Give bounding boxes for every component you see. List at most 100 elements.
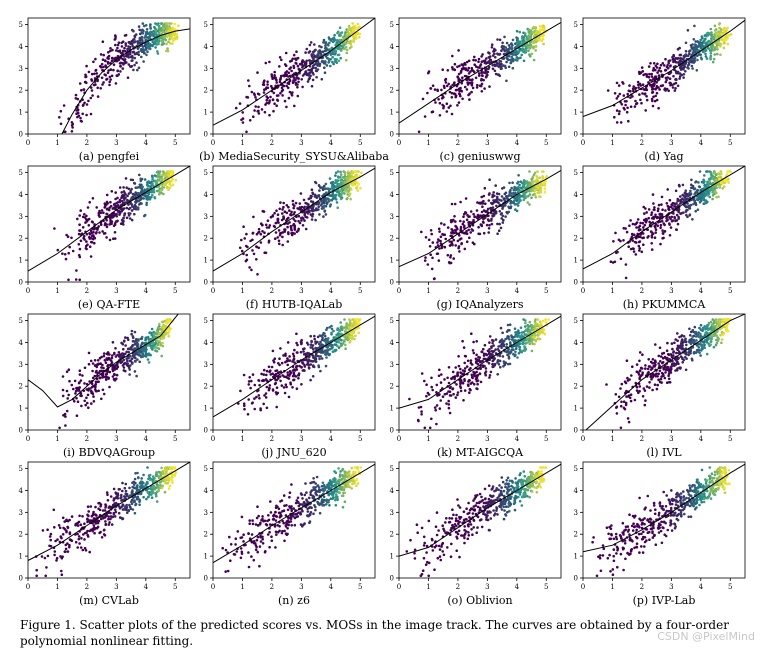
scatter-point bbox=[273, 102, 276, 105]
scatter-point bbox=[468, 236, 471, 240]
scatter-point bbox=[124, 344, 127, 347]
scatter-point bbox=[622, 239, 625, 242]
scatter-point bbox=[122, 366, 126, 369]
scatter-point bbox=[519, 195, 522, 198]
scatter-point bbox=[155, 189, 159, 193]
scatter-point bbox=[59, 109, 63, 113]
scatter-point bbox=[156, 40, 160, 44]
scatter-point bbox=[689, 192, 693, 195]
scatter-point bbox=[85, 113, 88, 117]
scatter-point bbox=[89, 359, 93, 363]
scatter-point bbox=[78, 381, 81, 384]
scatter-point bbox=[61, 394, 65, 398]
scatter-point bbox=[358, 25, 361, 29]
scatter-point bbox=[298, 202, 302, 205]
scatter-point bbox=[102, 81, 105, 84]
scatter-point bbox=[652, 82, 655, 85]
scatter-point bbox=[304, 227, 308, 231]
scatter-point bbox=[142, 60, 145, 63]
scatter-point bbox=[59, 122, 63, 126]
scatter-point bbox=[473, 55, 476, 59]
scatter-point bbox=[314, 66, 318, 70]
scatter-point bbox=[265, 95, 269, 98]
scatter-point bbox=[138, 39, 142, 42]
scatter-point bbox=[620, 103, 624, 106]
scatter-point bbox=[698, 44, 701, 47]
scatter-point bbox=[444, 77, 448, 81]
scatter-point bbox=[615, 121, 619, 124]
scatter-point bbox=[634, 241, 638, 244]
scatter-point bbox=[631, 247, 635, 250]
scatter-point bbox=[269, 95, 272, 99]
scatter-point bbox=[120, 41, 123, 45]
scatter-point bbox=[519, 199, 522, 202]
scatter-point bbox=[683, 204, 687, 208]
x-tick-label: 3 bbox=[299, 139, 303, 147]
scatter-point bbox=[164, 174, 167, 177]
scatter-point bbox=[104, 378, 108, 381]
scatter-point bbox=[333, 33, 336, 37]
scatter-point bbox=[447, 82, 451, 86]
scatter-point bbox=[341, 188, 345, 191]
scatter-point bbox=[496, 232, 499, 235]
scatter-point bbox=[334, 171, 338, 175]
scatter-point bbox=[718, 26, 721, 30]
scatter-point bbox=[696, 54, 699, 57]
scatter-point bbox=[453, 202, 457, 206]
scatter-point bbox=[134, 200, 138, 204]
scatter-point bbox=[700, 45, 704, 48]
scatter-point bbox=[307, 209, 311, 213]
scatter-point bbox=[151, 40, 155, 44]
scatter-point bbox=[347, 185, 350, 188]
scatter-point bbox=[677, 183, 681, 187]
scatter-point bbox=[133, 370, 137, 373]
scatter-point bbox=[86, 206, 90, 209]
scatter-point bbox=[324, 41, 328, 45]
scatter-point bbox=[305, 59, 309, 63]
scatter-point bbox=[99, 53, 103, 56]
scatter-point bbox=[458, 250, 461, 253]
scatter-point bbox=[131, 362, 134, 365]
scatter-point bbox=[494, 48, 497, 52]
scatter-point bbox=[83, 101, 86, 105]
scatter-point bbox=[285, 204, 289, 207]
scatter-point bbox=[85, 214, 88, 218]
scatter-point bbox=[250, 90, 254, 94]
scatter-point bbox=[93, 359, 97, 362]
scatter-point bbox=[58, 116, 61, 119]
scatter-point bbox=[534, 26, 538, 29]
scatter-point bbox=[64, 415, 67, 418]
scatter-point bbox=[177, 24, 180, 28]
scatter-point bbox=[440, 246, 444, 250]
y-tick-label: 0 bbox=[390, 131, 394, 139]
scatter-point bbox=[632, 89, 635, 93]
scatter-point bbox=[129, 65, 133, 69]
scatter-point bbox=[359, 186, 362, 190]
scatter-point bbox=[626, 92, 629, 96]
scatter-point bbox=[87, 99, 90, 103]
scatter-point bbox=[293, 76, 296, 80]
y-tick-label: 4 bbox=[204, 43, 209, 51]
scatter-point bbox=[500, 195, 504, 198]
scatter-point bbox=[509, 193, 512, 196]
scatter-point bbox=[676, 48, 680, 51]
scatter-point bbox=[708, 195, 712, 199]
scatter-point bbox=[307, 72, 311, 75]
scatter-point bbox=[711, 191, 714, 194]
scatter-point bbox=[114, 197, 117, 201]
scatter-point bbox=[262, 210, 266, 213]
scatter-point bbox=[144, 345, 147, 349]
scatter-point bbox=[622, 82, 625, 85]
scatter-point bbox=[130, 187, 133, 191]
scatter-point bbox=[641, 221, 645, 225]
scatter-point bbox=[296, 83, 299, 86]
scatter-point bbox=[253, 407, 256, 411]
scatter-point bbox=[159, 189, 163, 192]
scatter-point bbox=[446, 226, 450, 229]
scatter-point bbox=[487, 199, 491, 202]
scatter-point bbox=[531, 193, 535, 197]
scatter-point bbox=[321, 60, 325, 64]
